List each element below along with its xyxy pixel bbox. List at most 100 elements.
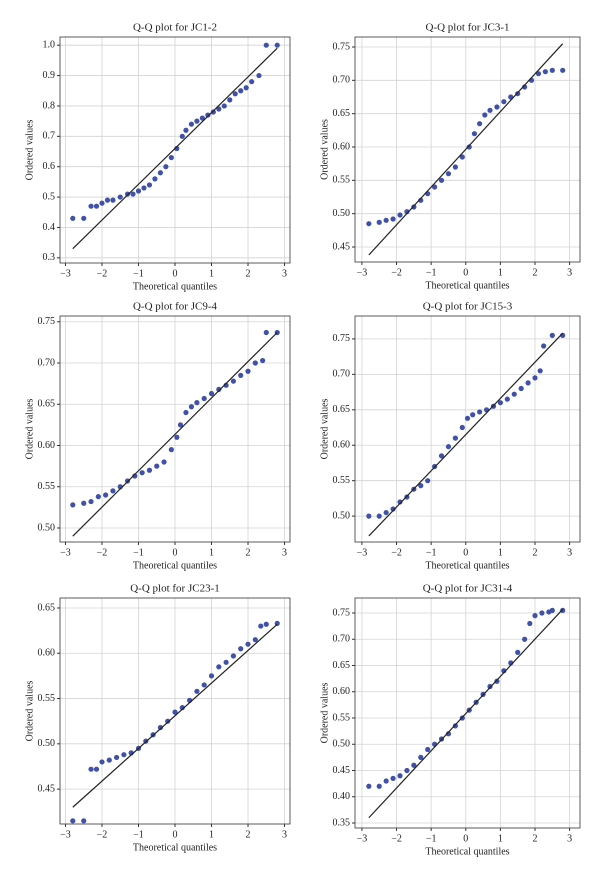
x-tick-label: 0 bbox=[463, 267, 468, 278]
x-tick-label: −1 bbox=[426, 267, 437, 278]
fit-line bbox=[72, 47, 278, 250]
y-tick-label: 0.55 bbox=[38, 693, 56, 704]
y-axis-label: Ordered values bbox=[319, 682, 330, 743]
data-point bbox=[205, 112, 211, 118]
data-point bbox=[188, 404, 195, 410]
fit-line bbox=[72, 332, 278, 537]
x-tick-label: 3 bbox=[282, 547, 287, 558]
chart-title: Q-Q plot for JC31-4 bbox=[423, 583, 513, 595]
data-point bbox=[130, 191, 136, 197]
x-tick-label: −2 bbox=[97, 547, 108, 558]
data-point bbox=[549, 67, 555, 73]
data-point bbox=[99, 759, 105, 765]
y-axis-label: Ordered values bbox=[319, 119, 330, 180]
data-point bbox=[522, 84, 528, 90]
y-tick-label: 0.75 bbox=[333, 333, 351, 344]
data-point bbox=[194, 688, 200, 694]
data-point bbox=[113, 754, 120, 761]
y-tick-label: 0.70 bbox=[333, 634, 351, 645]
data-point bbox=[81, 500, 87, 506]
data-point bbox=[497, 400, 503, 406]
data-point bbox=[366, 513, 372, 519]
x-tick-label: −1 bbox=[133, 268, 144, 279]
y-tick-label: 0.50 bbox=[333, 208, 351, 219]
y-tick-label: 0.70 bbox=[333, 75, 351, 86]
data-point bbox=[124, 191, 131, 197]
data-point bbox=[432, 184, 438, 190]
plot-frame bbox=[59, 36, 291, 264]
data-point bbox=[501, 99, 507, 105]
data-point bbox=[404, 209, 410, 215]
x-tick-label: 1 bbox=[498, 547, 503, 558]
data-point bbox=[477, 121, 483, 127]
y-axis-label: Ordered values bbox=[24, 119, 35, 180]
data-point bbox=[390, 775, 396, 781]
data-point bbox=[168, 154, 174, 161]
data-point bbox=[560, 67, 566, 73]
x-tick-label: 0 bbox=[173, 547, 178, 558]
y-tick-label: 0.55 bbox=[333, 712, 351, 723]
x-tick-label: −1 bbox=[133, 829, 144, 840]
x-tick-label: −2 bbox=[391, 833, 402, 844]
data-point bbox=[445, 444, 452, 450]
data-point bbox=[376, 783, 382, 789]
data-point bbox=[81, 215, 87, 221]
data-point bbox=[260, 357, 266, 364]
data-point bbox=[208, 673, 215, 679]
data-point bbox=[539, 610, 545, 616]
plot-frame bbox=[354, 36, 581, 263]
data-point bbox=[183, 127, 189, 133]
y-tick-label: 0.40 bbox=[333, 791, 351, 802]
data-point bbox=[110, 197, 116, 203]
y-tick-label: 0.9 bbox=[43, 70, 56, 81]
plot-area bbox=[355, 37, 580, 262]
data-point bbox=[172, 709, 178, 715]
x-tick-label: 3 bbox=[567, 267, 572, 278]
data-point bbox=[141, 185, 147, 191]
data-point bbox=[139, 470, 145, 476]
data-point bbox=[249, 79, 255, 85]
data-point bbox=[390, 506, 396, 512]
plot-frame bbox=[354, 597, 581, 829]
x-tick-label: −3 bbox=[357, 547, 368, 558]
x-tick-label: −2 bbox=[97, 268, 108, 279]
data-point bbox=[452, 435, 458, 441]
data-point bbox=[216, 386, 222, 393]
y-tick-label: 0.6 bbox=[43, 161, 56, 172]
data-point bbox=[411, 762, 417, 768]
data-point bbox=[252, 637, 258, 643]
data-point bbox=[560, 607, 566, 613]
data-point bbox=[504, 396, 510, 402]
data-point bbox=[93, 766, 100, 772]
x-tick-label: −3 bbox=[357, 267, 368, 278]
x-axis-label: Theoretical quantiles bbox=[425, 560, 509, 571]
data-point bbox=[216, 106, 222, 112]
data-point bbox=[522, 636, 528, 642]
data-point bbox=[494, 104, 500, 110]
y-tick-label: 0.5 bbox=[43, 191, 56, 202]
data-point bbox=[70, 215, 76, 221]
data-point bbox=[103, 492, 109, 498]
data-point bbox=[464, 415, 471, 421]
data-point bbox=[263, 42, 269, 48]
data-point bbox=[425, 478, 431, 484]
x-tick-label: 0 bbox=[463, 547, 468, 558]
y-tick-label: 0.60 bbox=[333, 440, 351, 451]
x-tick-label: −3 bbox=[357, 833, 368, 844]
data-point bbox=[390, 216, 396, 222]
chart-title: Q-Q plot for JC23-1 bbox=[130, 583, 220, 595]
x-tick-label: −2 bbox=[97, 829, 108, 840]
x-axis-label: Theoretical quantiles bbox=[133, 842, 217, 853]
data-point bbox=[549, 332, 555, 338]
y-tick-label: 0.65 bbox=[333, 404, 351, 415]
data-point bbox=[106, 757, 112, 763]
data-point bbox=[487, 683, 493, 690]
data-point bbox=[154, 463, 160, 469]
plot-area bbox=[355, 598, 580, 828]
data-point bbox=[366, 783, 372, 789]
data-point bbox=[366, 221, 372, 227]
data-point bbox=[157, 724, 163, 731]
x-tick-label: 3 bbox=[282, 268, 287, 279]
